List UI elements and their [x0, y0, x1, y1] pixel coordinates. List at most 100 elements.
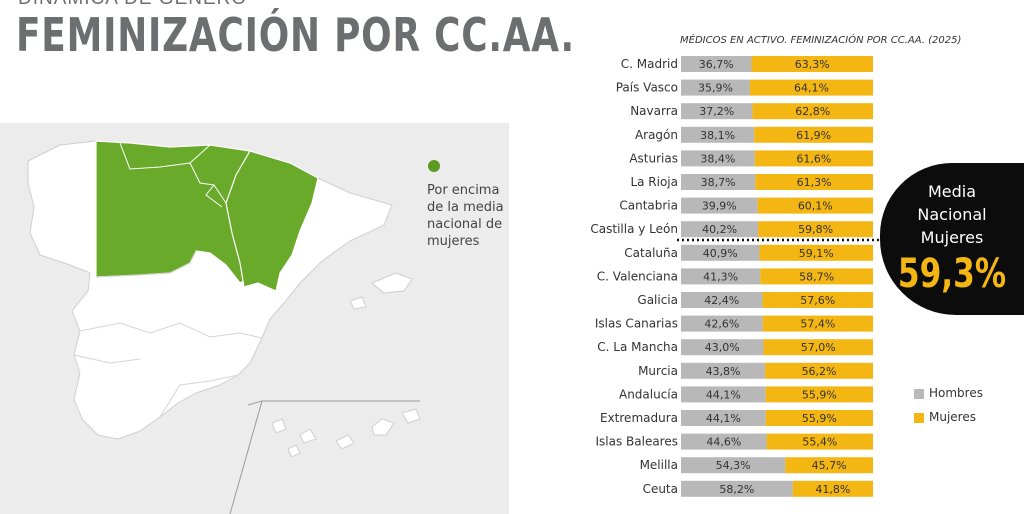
category-label: País Vasco	[616, 81, 678, 95]
data-label-hombres: 38,4%	[700, 152, 735, 165]
map-legend-dot-icon	[428, 160, 440, 172]
bar-hombres	[681, 79, 750, 96]
data-label-mujeres: 58,7%	[799, 270, 834, 283]
data-label-mujeres: 62,8%	[795, 105, 830, 118]
section-supertitle: DINÁMICA DE GÉNERO	[18, 0, 247, 10]
bar-mujeres	[759, 244, 873, 261]
badge-label: Media Nacional Mujeres	[917, 182, 987, 247]
bar-hombres	[681, 150, 755, 167]
bar-mujeres	[760, 268, 873, 285]
data-label-hombres: 40,2%	[702, 223, 737, 236]
data-label-mujeres: 61,9%	[796, 129, 831, 142]
stacked-bar-chart: C. Madrid 36,7% 63,3% País Vasco 35,9% 64,1% N…	[590, 56, 920, 497]
bar-mujeres	[755, 174, 873, 190]
category-label: Extremadura	[600, 411, 678, 425]
bar-mujeres	[792, 480, 873, 497]
data-label-hombres: 37,2%	[699, 105, 734, 118]
bar-mujeres	[763, 339, 873, 356]
bar-mujeres	[766, 433, 873, 450]
bar-hombres	[681, 126, 755, 143]
bar-mujeres	[765, 410, 873, 426]
category-label: Murcia	[638, 364, 678, 378]
category-label: Galicia	[637, 293, 678, 307]
bar-hombres	[681, 221, 759, 238]
bar-hombres	[681, 292, 763, 308]
data-label-mujeres: 57,6%	[800, 294, 835, 307]
category-label: Melilla	[640, 458, 678, 472]
bar-mujeres	[762, 292, 873, 308]
data-label-mujeres: 63,3%	[795, 58, 830, 71]
data-label-mujeres: 61,6%	[796, 152, 831, 165]
category-label: C. Madrid	[621, 57, 678, 71]
bar-mujeres	[751, 56, 873, 72]
data-label-hombres: 44,1%	[706, 388, 741, 401]
data-label-hombres: 54,3%	[716, 459, 751, 472]
data-label-mujeres: 57,0%	[801, 341, 836, 354]
bar-hombres	[681, 56, 752, 72]
bar-hombres	[681, 197, 758, 214]
bar-hombres	[681, 480, 793, 497]
data-label-mujeres: 57,4%	[800, 318, 835, 331]
data-label-mujeres: 55,4%	[802, 436, 837, 449]
map-canary-islands	[271, 408, 421, 458]
map-region-highlight-aragon	[225, 150, 319, 292]
category-label: Islas Baleares	[595, 435, 678, 449]
bar-mujeres	[752, 103, 873, 120]
bar-hombres	[681, 410, 766, 426]
data-label-mujeres: 59,8%	[798, 223, 833, 236]
data-label-hombres: 43,8%	[706, 365, 741, 378]
legend-mujeres-label: Mujeres	[929, 410, 976, 424]
bar-hombres	[681, 433, 767, 450]
category-label: Cataluña	[624, 246, 678, 260]
data-label-mujeres: 56,2%	[802, 365, 837, 378]
bar-hombres	[681, 268, 761, 285]
bar-mujeres	[765, 386, 873, 403]
map-canary-inset-frame	[247, 400, 420, 406]
category-label: Aragón	[635, 128, 678, 142]
bar-mujeres	[749, 79, 873, 96]
data-label-hombres: 58,2%	[719, 483, 754, 496]
spain-map	[27, 140, 421, 514]
bar-mujeres	[754, 126, 873, 143]
bar-mujeres	[757, 197, 873, 214]
map-balearic-islands	[349, 272, 413, 310]
bar-hombres	[681, 339, 764, 356]
category-label: Andalucía	[619, 387, 678, 401]
data-label-mujeres: 60,1%	[798, 200, 833, 213]
data-label-mujeres: 55,9%	[802, 388, 837, 401]
data-label-mujeres: 61,3%	[797, 176, 832, 189]
legend-mujeres-swatch	[914, 413, 924, 423]
chart-title: MÉDICOS EN ACTIVO. FEMINIZACIÓN POR CC.A…	[680, 35, 962, 46]
bar-mujeres	[762, 315, 873, 332]
bar-mujeres	[758, 221, 873, 238]
category-label: Islas Canarias	[595, 317, 678, 331]
data-label-hombres: 43,0%	[705, 341, 740, 354]
legend-hombres-label: Hombres	[929, 386, 983, 400]
map-legend-text: Por encima de la media nacional de mujer…	[427, 183, 504, 249]
category-label: Castilla y León	[590, 222, 678, 236]
category-label: C. La Mancha	[597, 340, 678, 354]
bar-mujeres	[754, 150, 873, 167]
data-label-hombres: 39,9%	[702, 200, 737, 213]
bar-hombres	[681, 457, 786, 474]
category-label: C. Valenciana	[597, 269, 678, 283]
category-label: Ceuta	[643, 482, 678, 496]
data-label-hombres: 42,4%	[704, 294, 739, 307]
bar-hombres	[681, 386, 766, 403]
data-label-hombres: 44,6%	[706, 436, 741, 449]
bar-hombres	[681, 315, 763, 332]
data-label-hombres: 38,7%	[701, 176, 736, 189]
data-label-hombres: 44,1%	[706, 412, 741, 425]
national-average-badge: Media Nacional Mujeres 59,3%	[880, 163, 1024, 315]
spain-map-panel	[0, 123, 509, 514]
data-label-mujeres: 41,8%	[815, 483, 850, 496]
data-label-mujeres: 45,7%	[812, 459, 847, 472]
data-label-mujeres: 55,9%	[802, 412, 837, 425]
bar-hombres	[681, 244, 760, 261]
badge-value: 59,3%	[897, 251, 1007, 297]
category-label: La Rioja	[630, 175, 678, 189]
category-label: Cantabria	[619, 199, 678, 213]
data-label-mujeres: 59,1%	[799, 247, 834, 260]
data-label-hombres: 38,1%	[700, 129, 735, 142]
bar-mujeres	[765, 362, 873, 379]
